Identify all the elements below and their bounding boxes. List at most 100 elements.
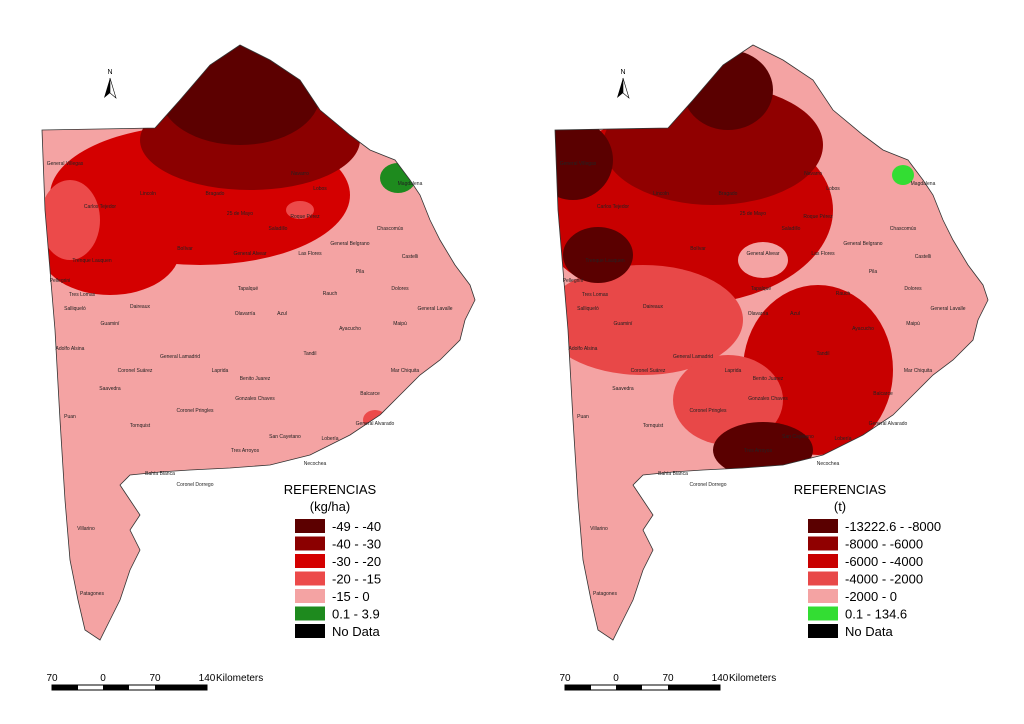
- district-label: Maipú: [906, 321, 920, 327]
- scale-unit: Kilometers: [216, 673, 263, 684]
- district-label: Daireaux: [130, 304, 151, 310]
- legend-swatch: [808, 554, 838, 568]
- district-label: General Belgrano: [843, 241, 882, 247]
- district-label: Coronel Pringles: [177, 408, 214, 414]
- district-label: Ayacucho: [339, 326, 361, 332]
- district-label: Chascomús: [377, 226, 404, 232]
- district-label: General Belgrano: [330, 241, 369, 247]
- district-label: General Alvarado: [869, 421, 908, 427]
- district-label: Lobos: [826, 186, 840, 192]
- district-label: Castelli: [915, 254, 931, 260]
- district-label: San Cayetano: [782, 434, 814, 440]
- legend-label: -8000 - -6000: [845, 537, 923, 552]
- scale-bar: [616, 685, 642, 690]
- district-label: Puan: [64, 414, 76, 420]
- district-label: General Lamadrid: [673, 354, 713, 360]
- district-label: Bolívar: [690, 246, 706, 252]
- district-label: Balcarce: [873, 391, 893, 397]
- legend-unit: (t): [834, 499, 846, 514]
- district-label: Lincoln: [653, 191, 669, 197]
- district-label: Pellegrini: [563, 278, 584, 284]
- district-label: Patagones: [593, 591, 617, 597]
- district-label: Maipú: [393, 321, 407, 327]
- legend-label: -2000 - 0: [845, 589, 897, 604]
- district-label: Patagones: [80, 591, 104, 597]
- district-label: Tornquist: [643, 423, 664, 429]
- district-label: Azul: [277, 311, 287, 317]
- district-label: Coronel Pringles: [690, 408, 727, 414]
- district-label: Carlos Tejedor: [84, 204, 116, 210]
- district-label: San Cayetano: [269, 434, 301, 440]
- north-arrow: [622, 77, 630, 99]
- north-arrow: [617, 78, 623, 98]
- north-label: N: [107, 69, 112, 76]
- scale-bar: [668, 685, 720, 690]
- scale-label: 70: [46, 673, 58, 684]
- district-label: Mar Chiquita: [904, 368, 933, 374]
- district-label: Necochea: [304, 461, 327, 467]
- north-label: N: [620, 69, 625, 76]
- legend-label: -20 - -15: [332, 572, 381, 587]
- map-left: General Villegas Carlos Tejedor Lincoln Tre…: [41, 44, 476, 691]
- legend-swatch: [808, 519, 838, 533]
- district-label: Dolores: [391, 286, 409, 292]
- scale-label: 70: [662, 673, 674, 684]
- legend-swatch: [295, 571, 325, 586]
- legend-swatch: [295, 519, 325, 533]
- district-label: Rauch: [836, 291, 851, 297]
- district-label: Navarro: [291, 171, 309, 177]
- district-label: Coronel Dorrego: [177, 482, 214, 488]
- scale-label: 140: [199, 673, 216, 684]
- legend-swatch: [295, 554, 325, 568]
- map-right: General Villegas Carlos Tejedor Lincoln Tre…: [554, 44, 989, 691]
- district-label: General Alvarado: [356, 421, 395, 427]
- district-label: General Lavalle: [930, 306, 965, 312]
- district-label: Navarro: [804, 171, 822, 177]
- legend-swatch: [295, 536, 325, 551]
- district-label: Laprida: [725, 368, 742, 374]
- district-label: Lincoln: [140, 191, 156, 197]
- legend-title: REFERENCIAS: [284, 482, 377, 497]
- north-arrow: [109, 77, 117, 99]
- district-label: Tandil: [303, 351, 316, 357]
- district-label: Tapalqué: [751, 286, 772, 292]
- district-label: Trenque Lauquen: [585, 258, 625, 264]
- legend-swatch: [295, 589, 325, 603]
- district-label: Olavarría: [748, 311, 769, 317]
- legend-label: -4000 - -2000: [845, 572, 923, 587]
- district-label: Las Flores: [298, 251, 322, 257]
- district-label: Necochea: [817, 461, 840, 467]
- district-label: Tres Arroyos: [744, 448, 773, 454]
- district-label: Pila: [356, 269, 365, 275]
- district-label: Saavedra: [612, 386, 634, 392]
- district-label: Gonzales Chaves: [235, 396, 275, 402]
- district-label: Magdalena: [398, 181, 423, 187]
- district-label: Guaminí: [101, 321, 121, 327]
- district-label: Chascomús: [890, 226, 917, 232]
- district-label: General Alvear: [233, 251, 266, 257]
- district-label: Magdalena: [911, 181, 936, 187]
- district-label: Roque Pérez: [803, 214, 833, 220]
- legend-label: No Data: [332, 624, 380, 639]
- district-label: Benito Juarez: [240, 376, 271, 382]
- district-label: Gonzales Chaves: [748, 396, 788, 402]
- district-label: Saladillo: [269, 226, 288, 232]
- district-label: Salliqueló: [64, 306, 86, 312]
- district-label: Mar Chiquita: [391, 368, 420, 374]
- choropleth: [555, 45, 988, 640]
- north-arrow: [104, 78, 110, 98]
- district-label: Guaminí: [614, 321, 634, 327]
- district-label: Adolfo Alsina: [56, 346, 85, 352]
- district-label: Bahía Blanca: [658, 471, 688, 477]
- legend-label: No Data: [845, 624, 893, 639]
- district-label: Lobería: [835, 436, 852, 442]
- legend-swatch: [295, 624, 325, 638]
- legend-label: -15 - 0: [332, 589, 370, 604]
- legend-label: -13222.6 - -8000: [845, 519, 941, 534]
- district-label: Lobería: [322, 436, 339, 442]
- scale-bar: [155, 685, 207, 690]
- district-label: Tandil: [816, 351, 829, 357]
- district-label: Adolfo Alsina: [569, 346, 598, 352]
- district-label: Tapalqué: [238, 286, 259, 292]
- legend-swatch: [808, 589, 838, 603]
